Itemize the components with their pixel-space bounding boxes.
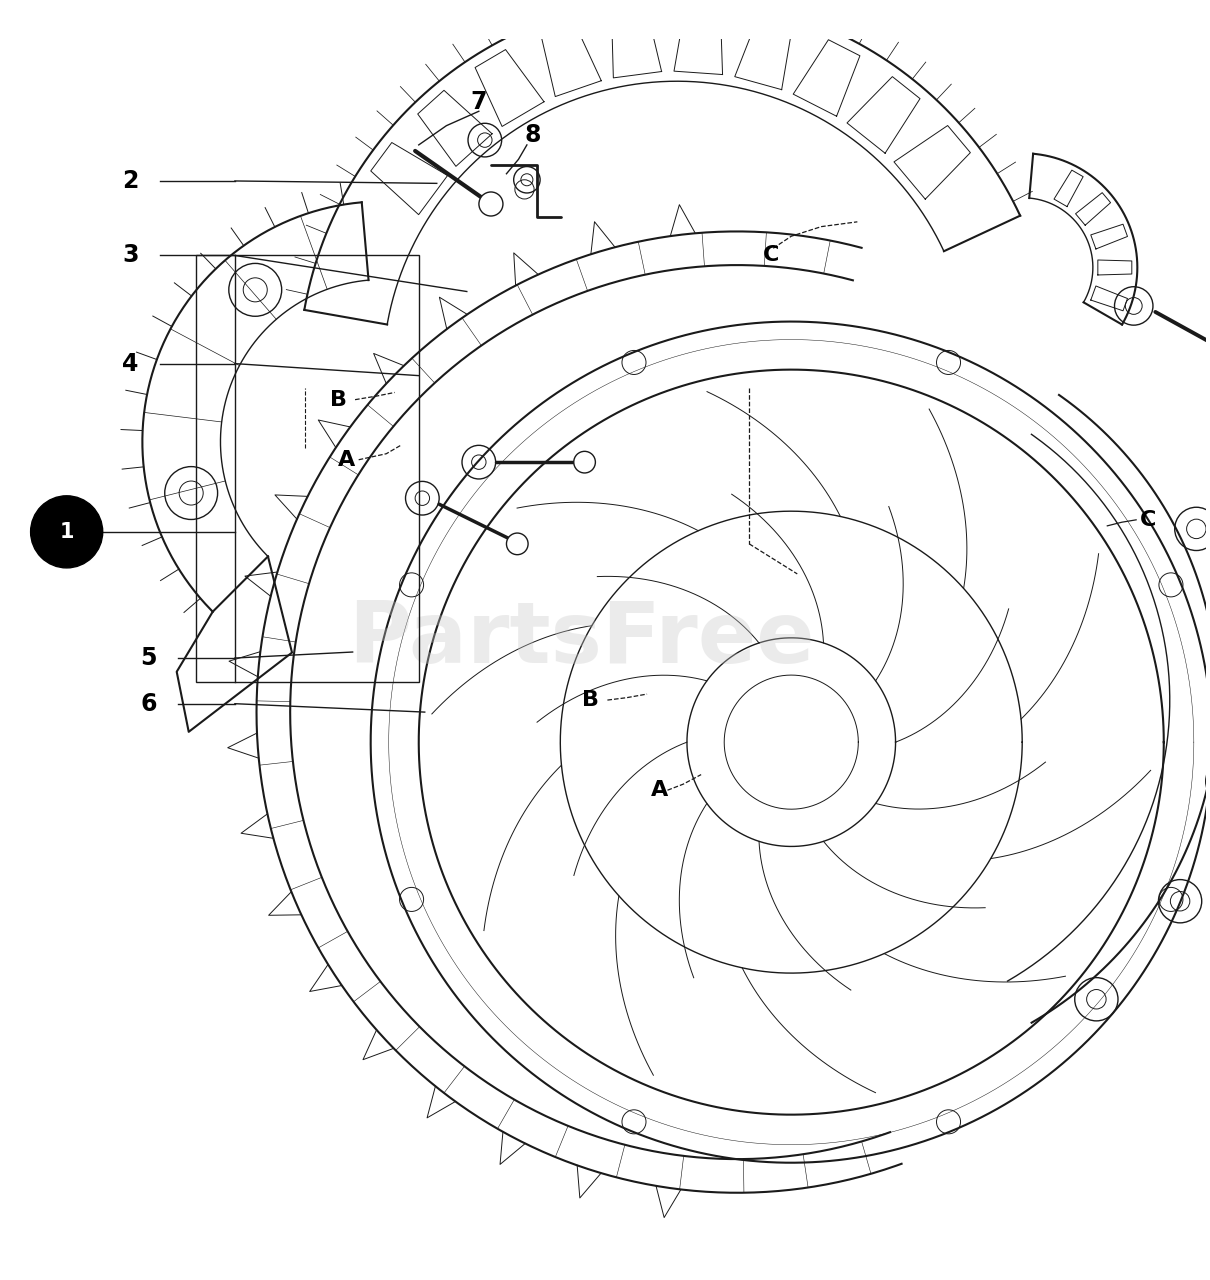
- Text: 8: 8: [525, 123, 541, 147]
- Text: 4: 4: [122, 352, 138, 375]
- Text: A: A: [338, 449, 356, 470]
- Text: B: B: [582, 690, 599, 710]
- Text: PartsFree: PartsFree: [347, 599, 814, 681]
- Circle shape: [574, 452, 595, 474]
- Text: 7: 7: [471, 90, 488, 114]
- Circle shape: [30, 495, 103, 568]
- Text: 1: 1: [59, 522, 74, 541]
- Text: B: B: [330, 389, 347, 410]
- Circle shape: [507, 532, 528, 554]
- Text: A: A: [651, 781, 668, 800]
- Text: C: C: [762, 246, 779, 265]
- Text: 3: 3: [122, 243, 139, 268]
- Text: 2: 2: [122, 169, 138, 193]
- Text: 5: 5: [140, 646, 156, 669]
- Text: C: C: [1140, 509, 1157, 530]
- Bar: [196, 256, 419, 682]
- Text: 6: 6: [140, 691, 156, 716]
- Circle shape: [479, 192, 503, 216]
